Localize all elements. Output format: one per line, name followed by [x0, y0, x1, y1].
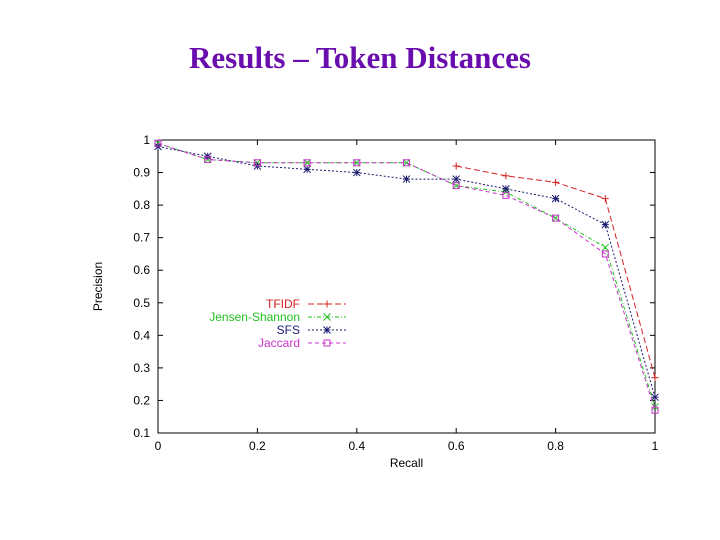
data-point: [303, 165, 311, 174]
data-point: [601, 243, 610, 252]
y-tick-label: 0.1: [133, 426, 150, 440]
y-tick-label: 0.3: [133, 361, 150, 375]
series-jaccard: [154, 139, 659, 414]
x-axis-label: Recall: [390, 456, 423, 470]
series-line: [157, 142, 656, 411]
data-point: [303, 158, 311, 167]
legend-label: TFIDF: [266, 297, 300, 311]
data-point: [552, 178, 560, 186]
slide-title: Results – Token Distances: [189, 40, 531, 75]
data-point: [303, 159, 311, 167]
legend-swatch-marker: [323, 300, 331, 308]
data-point: [204, 156, 212, 164]
legend-label: SFS: [277, 323, 300, 337]
y-tick-label: 0.2: [133, 393, 150, 407]
legend-swatch-marker: [323, 313, 331, 321]
data-point: [651, 406, 659, 414]
x-tick-label: 1: [652, 439, 659, 453]
data-point: [601, 250, 609, 258]
series-line: [157, 146, 656, 398]
x-tick-label: 0: [155, 439, 162, 453]
y-tick-label: 0.7: [133, 231, 150, 245]
series-line: [157, 142, 656, 408]
data-point: [502, 184, 510, 193]
data-point: [402, 158, 411, 167]
data-point: [402, 175, 411, 183]
data-point: [452, 181, 461, 190]
x-tick-label: 0.4: [348, 439, 365, 453]
data-point: [352, 158, 361, 167]
series-sfs: [154, 142, 659, 402]
series-tfidf: [452, 162, 659, 382]
data-point: [551, 194, 560, 203]
data-point: [452, 175, 461, 183]
data-point: [452, 162, 460, 170]
data-point: [502, 172, 510, 180]
y-tick-label: 0.4: [133, 328, 150, 342]
y-tick-label: 0.6: [133, 263, 150, 277]
plot-frame: [157, 139, 656, 434]
y-tick-label: 0.9: [133, 166, 150, 180]
data-point: [403, 159, 410, 167]
data-point: [452, 182, 460, 190]
y-tick-label: 0.5: [133, 296, 150, 310]
legend-label: Jaccard: [258, 336, 300, 350]
data-point: [601, 195, 609, 203]
x-tick-label: 0.2: [249, 439, 266, 453]
data-point: [154, 139, 162, 147]
legend-swatch-marker: [323, 326, 331, 334]
data-point: [502, 191, 510, 199]
data-point: [551, 214, 560, 222]
y-tick-label: 0.8: [133, 198, 150, 212]
data-point: [253, 159, 261, 167]
legend-swatch-marker: [323, 339, 331, 347]
data-point: [353, 159, 361, 167]
data-point: [552, 214, 560, 222]
x-tick-label: 0.6: [448, 439, 465, 453]
y-axis-label: Precision: [91, 262, 105, 311]
legend-label: Jensen-Shannon: [209, 310, 300, 324]
x-tick-label: 0.8: [547, 439, 564, 453]
y-tick-label: 1: [143, 133, 150, 147]
data-point: [601, 220, 610, 229]
data-point: [651, 374, 659, 382]
data-point: [651, 393, 659, 402]
data-point: [352, 168, 361, 177]
